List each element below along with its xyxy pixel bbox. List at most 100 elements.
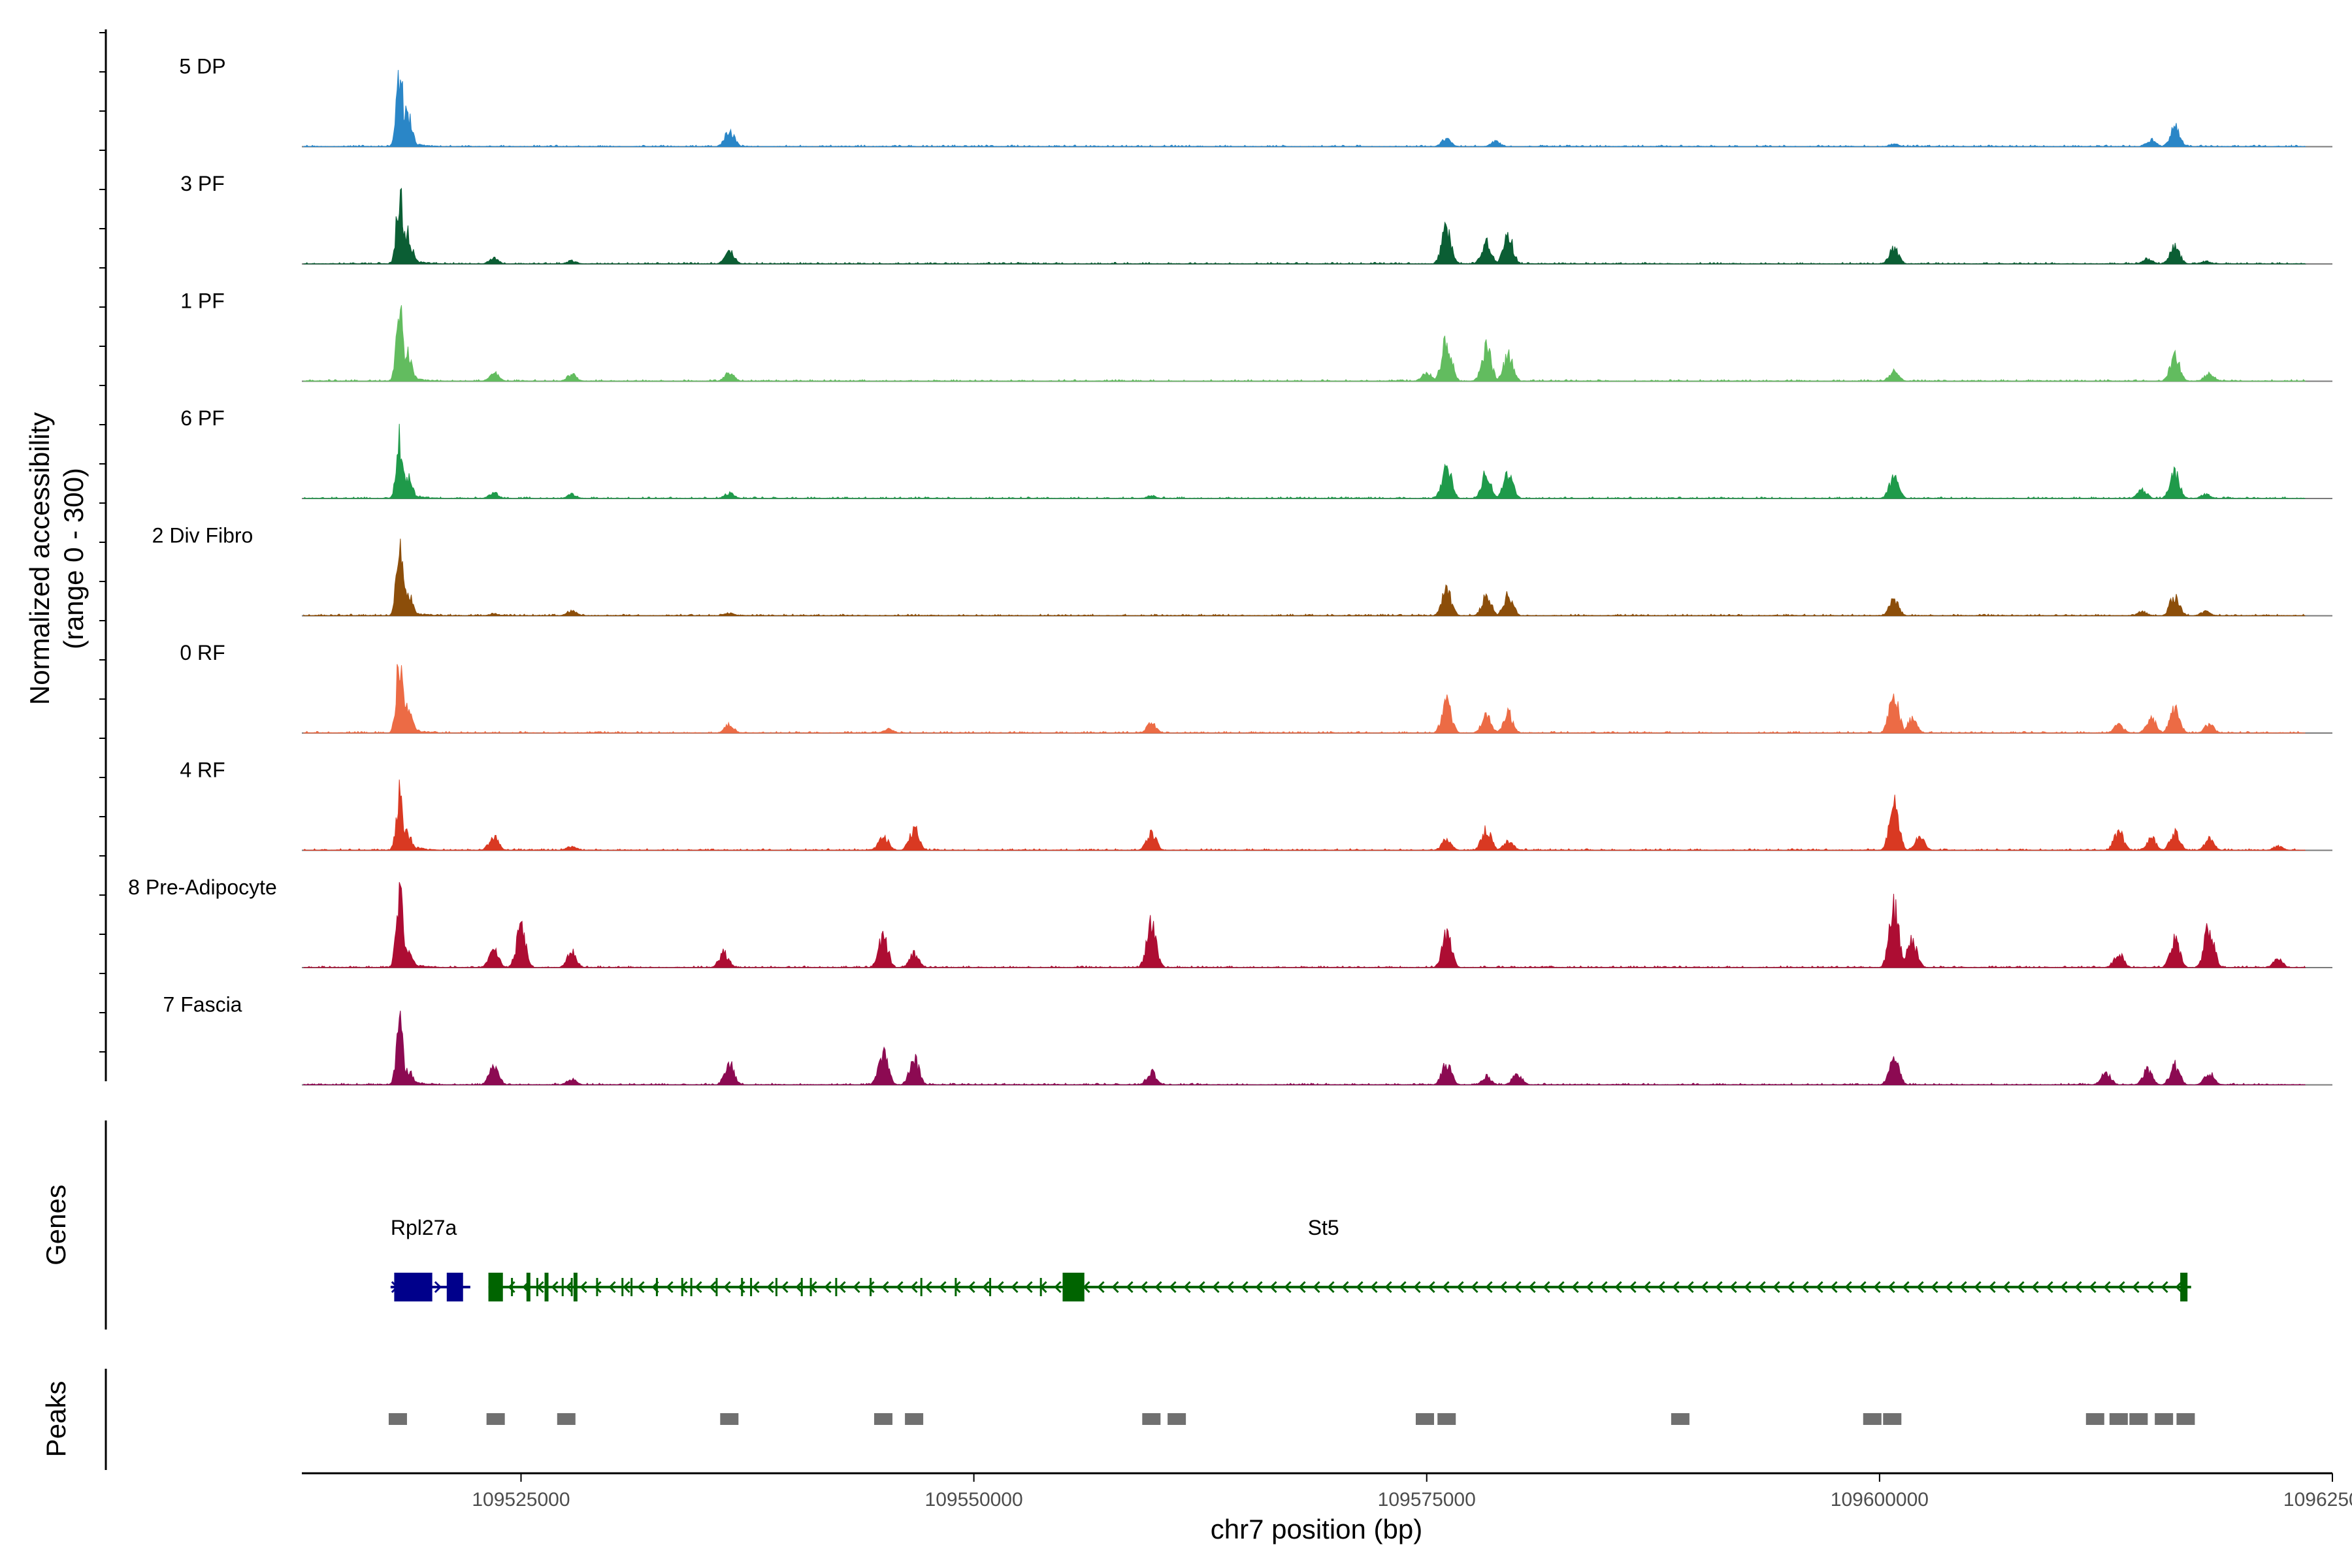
coverage-area (303, 423, 2306, 499)
strand-chevron (666, 1281, 674, 1294)
strand-chevron (1959, 1281, 1967, 1294)
strand-chevron (795, 1281, 803, 1294)
strand-chevron (2175, 1281, 2183, 1294)
strand-chevron (2103, 1281, 2111, 1294)
strand-chevron (1859, 1281, 1867, 1294)
strand-chevron (1025, 1281, 1033, 1294)
strand-chevron (623, 1281, 630, 1294)
exon-block (544, 1273, 549, 1301)
strand-chevron (1269, 1281, 1277, 1294)
strand-chevron (2046, 1281, 2053, 1294)
gene-models: Rpl27a St5 (390, 1216, 2191, 1301)
coverage-y-axis (99, 29, 107, 1081)
peak-block (905, 1413, 924, 1425)
peak-block (1437, 1413, 1456, 1425)
x-tick-label: 109600000 (1831, 1489, 1929, 1511)
strand-chevron (1011, 1281, 1019, 1294)
peak-block (2155, 1413, 2174, 1425)
strand-chevron (838, 1281, 846, 1294)
coverage-area (303, 188, 2307, 265)
genes-axis-title: Genes (41, 1184, 71, 1266)
strand-chevron (1226, 1281, 1234, 1294)
exon-block (446, 1273, 463, 1301)
strand-chevron (1097, 1281, 1105, 1294)
peak-block (2129, 1413, 2148, 1425)
track-3: 6 PF (180, 406, 2332, 499)
coverage-y-axis-title: Normalized accessibility (range 0 - 300) (24, 412, 89, 705)
genes-panel: Genes Rpl27a St5 (41, 1120, 2191, 1330)
peak-block (2085, 1413, 2104, 1425)
strand-chevron (1772, 1281, 1780, 1294)
gene-rpl27a: Rpl27a (390, 1216, 470, 1301)
exon-block (394, 1273, 433, 1301)
strand-chevron (2161, 1281, 2168, 1294)
strand-chevron (580, 1281, 587, 1294)
strand-chevron (1499, 1281, 1507, 1294)
exon-block (2180, 1273, 2188, 1301)
strand-chevron (1485, 1281, 1493, 1294)
x-axis: 109525000 109550000 109575000 109600000 1096… (302, 1472, 2352, 1511)
x-tick-label: 109525000 (472, 1489, 570, 1511)
strand-chevron (1686, 1281, 1694, 1294)
strand-chevron (1111, 1281, 1119, 1294)
strand-chevron (1428, 1281, 1435, 1294)
track-label: 6 PF (180, 406, 225, 430)
strand-chevron (565, 1281, 573, 1294)
coverage-area (303, 664, 2306, 734)
strand-chevron (1442, 1281, 1450, 1294)
strand-chevron (939, 1281, 947, 1294)
peak-block (388, 1413, 407, 1425)
strand-chevron (867, 1281, 875, 1294)
x-tick-label: 109625000 (2283, 1489, 2352, 1511)
track-7: 8 Pre-Adipocyte (128, 875, 2332, 968)
peak-block (1883, 1413, 1902, 1425)
strand-chevron (896, 1281, 904, 1294)
strand-chevron (1974, 1281, 1982, 1294)
strand-chevron (824, 1281, 832, 1294)
peak-block (1671, 1413, 1690, 1425)
strand-chevron (1729, 1281, 1737, 1294)
gene-label: Rpl27a (391, 1216, 457, 1239)
strand-chevron (1456, 1281, 1464, 1294)
strand-chevron (1571, 1281, 1579, 1294)
exon-block (526, 1273, 531, 1301)
gene-label: St5 (1308, 1216, 1339, 1239)
coverage-area (303, 305, 2306, 382)
peak-block (1863, 1413, 1882, 1425)
strand-chevron (1298, 1281, 1306, 1294)
peak-blocks (388, 1413, 2195, 1425)
strand-chevron (1945, 1281, 1953, 1294)
strand-chevron (1212, 1281, 1220, 1294)
strand-chevron (1830, 1281, 1838, 1294)
peak-block (1415, 1413, 1434, 1425)
strand-chevron (1658, 1281, 1665, 1294)
peak-block (720, 1413, 739, 1425)
strand-chevron (1643, 1281, 1651, 1294)
strand-chevron (1140, 1281, 1148, 1294)
strand-chevron (881, 1281, 889, 1294)
peaks-panel: Peaks (41, 1369, 2195, 1470)
strand-chevron (1715, 1281, 1723, 1294)
strand-chevron (551, 1281, 559, 1294)
peaks-axis-title: Peaks (41, 1381, 71, 1458)
peak-block (2109, 1413, 2128, 1425)
strand-chevron (1356, 1281, 1364, 1294)
coverage-tracks: 5 DP 3 PF 1 PF 6 PF 2 Div Fibro 0 RF 4 RF 8 Pre… (128, 55, 2332, 1086)
strand-chevron (1801, 1281, 1809, 1294)
strand-chevron (1916, 1281, 1924, 1294)
strand-chevron (853, 1281, 860, 1294)
track-1: 3 PF (180, 172, 2332, 265)
strand-chevron (1126, 1281, 1134, 1294)
strand-chevron (1169, 1281, 1177, 1294)
strand-chevron (781, 1281, 789, 1294)
strand-chevron (996, 1281, 1004, 1294)
strand-chevron (2146, 1281, 2154, 1294)
strand-chevron (2132, 1281, 2140, 1294)
strand-chevron (1701, 1281, 1708, 1294)
strand-chevron (1672, 1281, 1680, 1294)
strand-chevron (752, 1281, 760, 1294)
track-label: 1 PF (180, 289, 225, 313)
coverage-area (303, 1010, 2306, 1086)
strand-chevron (1787, 1281, 1795, 1294)
